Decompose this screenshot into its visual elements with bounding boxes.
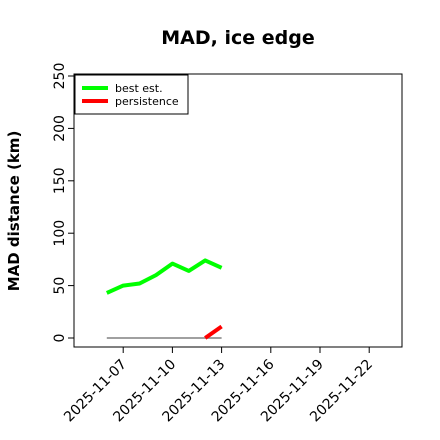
y-tick-label: 100 xyxy=(52,220,68,247)
plot-area xyxy=(105,258,223,340)
y-tick-label: 50 xyxy=(52,277,68,295)
series-line-best-est xyxy=(105,258,223,295)
y-axis-label: MAD distance (km) xyxy=(5,131,23,292)
y-tick-label: 250 xyxy=(52,63,68,90)
series-line-persistence xyxy=(204,324,223,340)
legend-label-best-est: best est. xyxy=(115,82,163,95)
chart-title: MAD, ice edge xyxy=(161,27,314,49)
y-tick-label: 150 xyxy=(52,167,68,194)
legend-box xyxy=(74,74,189,115)
legend-label-persistence: persistence xyxy=(115,95,179,108)
plot-frame xyxy=(73,73,403,348)
legend: best est. persistence xyxy=(74,74,189,115)
y-tick-label: 200 xyxy=(52,115,68,142)
x-axis: 2025-11-072025-11-102025-11-132025-11-16… xyxy=(61,347,376,425)
y-tick-label: 0 xyxy=(52,334,68,343)
y-axis: 0 50 100 150 200 250 xyxy=(52,63,74,343)
